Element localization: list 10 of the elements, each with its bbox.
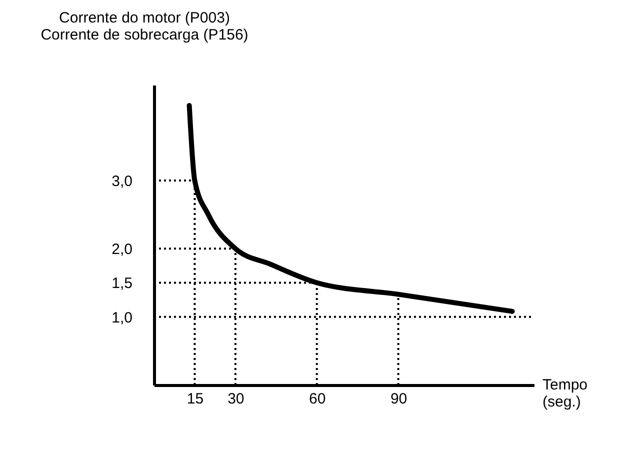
x-axis-title: Tempo (seg.) [542, 376, 588, 410]
x-tick-label: 15 [186, 390, 204, 408]
y-tick-label: 1,0 [112, 309, 132, 326]
x-tick-label: 60 [309, 390, 326, 408]
x-tick-label: 30 [228, 390, 244, 408]
y-axis-title: Corrente do motor (P003) Corrente de sobrecarga (P156) [40, 10, 248, 44]
y-tick-label: 1,5 [112, 275, 132, 292]
y-tick-label: 2,0 [112, 241, 132, 258]
y-tick-label: 3,0 [112, 172, 132, 190]
x-tick-label: 90 [390, 390, 408, 408]
